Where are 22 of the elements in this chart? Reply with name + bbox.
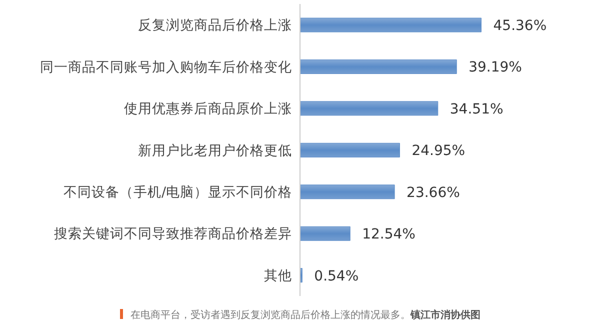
text: 在电商平台，受访者遇到反复浏览商品后价格上涨的情况最多。 [130,310,410,321]
bar [300,142,400,158]
data-label: 45.36% [493,18,547,34]
y-tick-label: 同一商品不同账号加入购物车后价格变化 [40,59,292,76]
data-label: 0.54% [314,268,359,284]
y-tick-label: 其他 [264,268,292,284]
bar [300,184,395,200]
bar [300,59,457,74]
data-label: 23.66% [406,184,460,201]
y-tick-label: 不同设备（手机/电脑）显示不同价格 [63,184,292,201]
data-label: 34.51% [450,101,504,118]
y-tick-label: 新用户比老用户价格更低 [138,142,292,159]
text: 镇江市消协供图 [410,310,480,321]
bar [300,226,350,241]
bar [300,101,438,116]
data-label: 39.19% [468,60,522,76]
y-tick-label: 反复浏览商品后价格上涨 [138,18,292,34]
bar [300,18,482,32]
y-tick-label: 使用优惠券后商品原价上涨 [124,101,292,118]
data-label: 12.54% [362,226,416,243]
data-label: 24.95% [412,143,466,160]
y-tick-label: 搜索关键词不同导致推荐商品价格差异 [54,226,292,242]
